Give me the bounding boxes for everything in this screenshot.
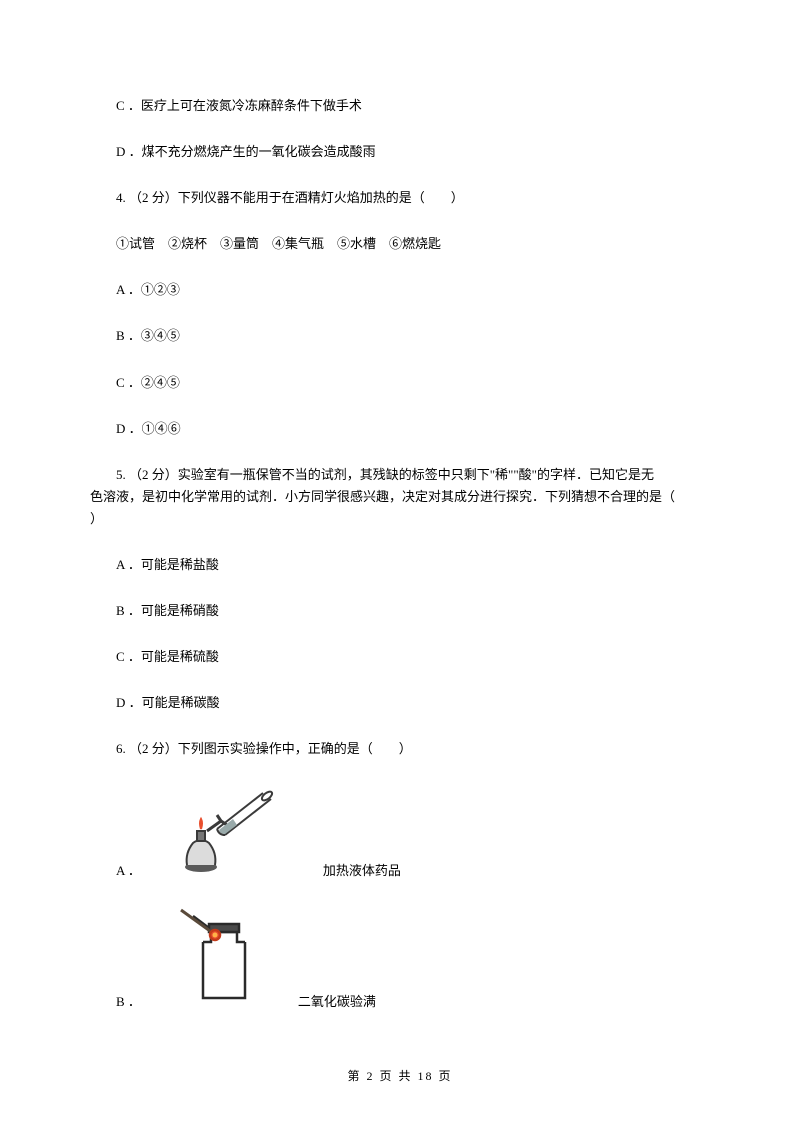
q3-option-c: C ．医疗上可在液氮冷冻麻醉条件下做手术 xyxy=(90,95,710,117)
page-footer: 第 2 页 共 18 页 xyxy=(0,1067,800,1084)
q6-option-a-text: 加热液体药品 xyxy=(297,860,401,882)
q6-option-b-label: B ． xyxy=(90,991,141,1013)
q4-option-a: A ．①②③ xyxy=(90,279,710,301)
page-content: C ．医疗上可在液氮冷冻麻醉条件下做手术 D ．煤不充分燃烧产生的一氧化碳会造成… xyxy=(0,0,800,1013)
q5-option-a: A ．可能是稀盐酸 xyxy=(90,554,710,576)
q5-option-d: D ．可能是稀碳酸 xyxy=(90,692,710,714)
q5-option-c: C ．可能是稀硫酸 xyxy=(90,646,710,668)
q6-stem: 6. （2 分）下列图示实验操作中，正确的是（ ） xyxy=(90,738,710,760)
co2-test-diagram xyxy=(147,906,268,1013)
q4-stem: 4. （2 分）下列仪器不能用于在酒精灯火焰加热的是（ ） xyxy=(90,187,710,209)
q5-stem-line2: 色溶液，是初中化学常用的试剂．小方同学很感兴趣，决定对其成分进行探究．下列猜想不… xyxy=(90,486,710,508)
q6-option-b: B ． 二氧化碳验满 xyxy=(90,906,710,1013)
q6-option-a-label: A ． xyxy=(90,860,141,882)
q3-option-d: D ．煤不充分燃烧产生的一氧化碳会造成酸雨 xyxy=(90,141,710,163)
q4-option-c: C ．②④⑤ xyxy=(90,372,710,394)
q5-option-b: B ．可能是稀硝酸 xyxy=(90,600,710,622)
q6-option-a: A ． xyxy=(90,785,710,882)
q4-option-b: B ．③④⑤ xyxy=(90,325,710,347)
q5-stem-line1: 5. （2 分）实验室有一瓶保管不当的试剂，其残缺的标签中只剩下"稀""酸"的字… xyxy=(90,464,710,486)
q4-items: ①试管 ②烧杯 ③量筒 ④集气瓶 ⑤水槽 ⑥燃烧匙 xyxy=(90,233,710,255)
q6-option-b-text: 二氧化碳验满 xyxy=(272,991,376,1013)
q4-option-d: D ．①④⑥ xyxy=(90,418,710,440)
heating-liquid-diagram xyxy=(147,785,293,882)
q5-stem-line3: ） xyxy=(90,508,710,530)
